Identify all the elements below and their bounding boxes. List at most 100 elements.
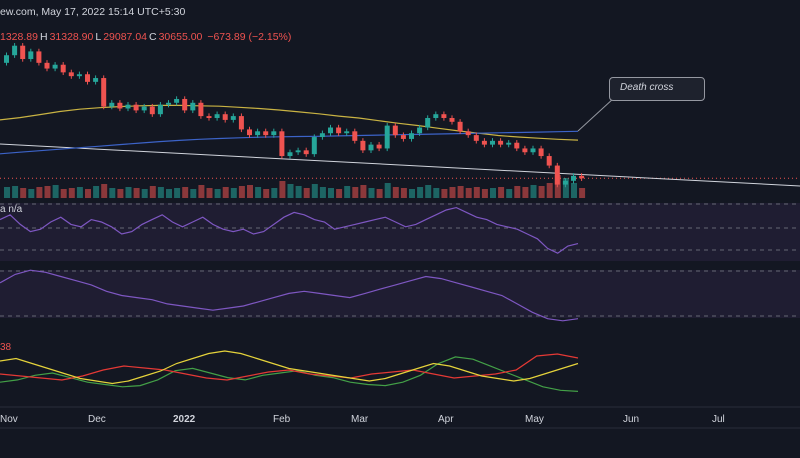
candle-body [20,45,26,60]
volume-bar [263,189,270,198]
volume-bar [206,188,213,198]
volume-bar [328,188,334,198]
dmi-minus-line [0,353,579,381]
x-tick-label: Dec [88,414,106,425]
volume-bar [125,187,132,198]
trend-line-segment [0,143,800,187]
volume-bar [279,181,286,198]
candle-body [538,148,544,157]
volume-bar [198,185,205,198]
volume-bar [182,187,189,198]
candle-body [174,98,180,103]
candle-body [166,102,171,105]
candle-body [490,140,495,145]
candle-body [368,144,374,151]
volume-bar [409,189,415,198]
volume-bar [222,187,229,198]
trend-line [0,143,800,187]
volume-bar [457,186,464,198]
x-tick-label: Jul [712,414,725,425]
volume-bar [85,189,91,198]
volume-bar [441,189,448,198]
volume-bar [133,188,140,198]
volume-bar [514,186,521,198]
volume-bar [538,186,545,198]
candle-body [562,180,568,185]
candle-body [546,156,552,166]
volume-bar [117,189,124,198]
volume-bar [255,187,262,198]
volume-bar [562,178,569,198]
candle-body [222,114,228,120]
volume-bar [238,186,245,198]
volume-bar [473,187,480,198]
candle-body [117,102,123,109]
dmi-label: 38 [0,342,12,353]
volume-bar [295,186,302,198]
candle-body [214,114,220,118]
ohlc-high-label: H [39,31,48,43]
candle-body [441,114,447,118]
candle-body [465,131,471,136]
volume-bar [68,188,75,198]
x-tick-label: Jun [623,414,640,425]
volume-bar [465,188,472,198]
candle-body [85,74,90,82]
candle-body [303,150,309,155]
rsi-line [0,206,579,254]
volume-bar [352,187,359,198]
candle-body [4,55,9,63]
volume-bar [344,186,351,198]
volume-bar [360,185,367,198]
volume-bar [481,189,488,198]
volume-bar [36,187,43,198]
ohlc-close-label: C [149,31,157,43]
ohlc-close: 30655.00 [158,31,203,43]
candle-body [311,137,317,155]
candlesticks [4,43,585,188]
death-cross-annotation[interactable]: Death cross [609,77,705,101]
candle-body [255,131,261,136]
x-tick-label: May [525,414,544,425]
volume-bar [368,188,375,198]
volume-bar [417,187,424,198]
candle-body [376,144,382,149]
ohlc-high: 31328.90 [49,31,94,43]
dmi-plus-line [0,356,579,392]
candle-body [190,102,196,111]
volume-bar [174,188,181,198]
candle-body [506,142,512,145]
candle-body [125,104,131,109]
candle-body [344,131,350,134]
volume-bar [384,183,391,198]
candle-body [319,133,325,138]
volume-bars [4,175,586,198]
x-tick-label: Feb [273,414,291,425]
candle-body [360,140,366,151]
volume-bar [311,184,318,198]
volume-bar [319,187,326,198]
candle-body [60,64,66,73]
candle-body [141,106,147,111]
candle-body [579,175,585,179]
volume-bar [571,183,577,198]
volume-bar [449,187,456,198]
candle-body [247,129,252,136]
candle-body [554,165,560,185]
rsi-label: a n/a [0,204,23,215]
candle-body [238,116,244,130]
ohlc-readout: 1328.89 H 31328.90 L 29087.04 C 30655.00 −673.… [0,31,293,43]
volume-bar [76,187,83,198]
x-tick-label: Nov [0,414,18,425]
ohlc-low: 29087.04 [103,31,147,43]
candle-body [263,131,269,136]
candle-body [425,118,431,128]
volume-bar [149,186,156,198]
candle-body [206,116,212,118]
volume-bar [190,189,197,198]
candle-body [522,148,528,153]
volume-bar [52,185,59,198]
volume-bar [247,185,253,198]
volume-bar [287,184,294,198]
rsi-pane-band [0,203,800,261]
